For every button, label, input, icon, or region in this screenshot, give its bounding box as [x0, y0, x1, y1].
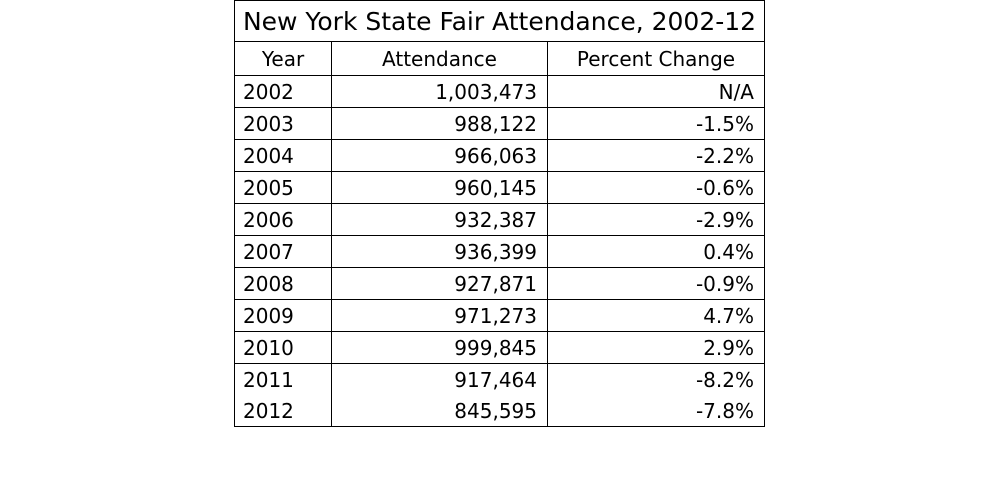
- table-title-row: New York State Fair Attendance, 2002-12: [234, 0, 765, 42]
- cell-year: 2009: [234, 299, 332, 332]
- cell-year: 2012: [234, 395, 332, 427]
- cell-year: 2003: [234, 107, 332, 140]
- cell-attendance: 917,464: [331, 363, 548, 395]
- cell-percent-change: 4.7%: [547, 299, 765, 332]
- table-body: 2002 1,003,473 N/A 2003 988,122 -1.5% 2004 966,…: [234, 75, 765, 427]
- table-row: 2008 927,871 -0.9%: [234, 267, 765, 300]
- cell-percent-change: -8.2%: [547, 363, 765, 395]
- column-header-attendance: Attendance: [331, 41, 548, 76]
- cell-attendance: 932,387: [331, 203, 548, 236]
- cell-year: 2007: [234, 235, 332, 268]
- cell-year: 2010: [234, 331, 332, 364]
- cell-attendance: 936,399: [331, 235, 548, 268]
- table-row: 2010 999,845 2.9%: [234, 331, 765, 364]
- cell-percent-change: 0.4%: [547, 235, 765, 268]
- cell-year: 2006: [234, 203, 332, 236]
- attendance-table: New York State Fair Attendance, 2002-12 …: [234, 0, 765, 427]
- table-row: 2003 988,122 -1.5%: [234, 107, 765, 140]
- cell-year: 2011: [234, 363, 332, 395]
- table-row: 2005 960,145 -0.6%: [234, 171, 765, 204]
- cell-attendance: 971,273: [331, 299, 548, 332]
- cell-percent-change: -0.9%: [547, 267, 765, 300]
- cell-attendance: 966,063: [331, 139, 548, 172]
- table-header-row: Year Attendance Percent Change: [234, 41, 765, 76]
- cell-percent-change: 2.9%: [547, 331, 765, 364]
- cell-percent-change: -0.6%: [547, 171, 765, 204]
- cell-attendance: 927,871: [331, 267, 548, 300]
- cell-attendance: 999,845: [331, 331, 548, 364]
- column-header-year: Year: [234, 41, 332, 76]
- table-row: 2009 971,273 4.7%: [234, 299, 765, 332]
- table-row: 2006 932,387 -2.9%: [234, 203, 765, 236]
- cell-year: 2008: [234, 267, 332, 300]
- cell-percent-change: -2.2%: [547, 139, 765, 172]
- cell-year: 2005: [234, 171, 332, 204]
- cell-year: 2002: [234, 75, 332, 108]
- cell-attendance: 960,145: [331, 171, 548, 204]
- attendance-table-container: New York State Fair Attendance, 2002-12 …: [234, 0, 765, 427]
- table-title: New York State Fair Attendance, 2002-12: [234, 0, 765, 42]
- table-row: 2007 936,399 0.4%: [234, 235, 765, 268]
- cell-year: 2004: [234, 139, 332, 172]
- cell-attendance: 988,122: [331, 107, 548, 140]
- cell-attendance: 1,003,473: [331, 75, 548, 108]
- cell-percent-change: -1.5%: [547, 107, 765, 140]
- table-row: 2004 966,063 -2.2%: [234, 139, 765, 172]
- cell-percent-change: -2.9%: [547, 203, 765, 236]
- table-row: 2012 845,595 -7.8%: [234, 395, 765, 427]
- cell-attendance: 845,595: [331, 395, 548, 427]
- cell-percent-change: N/A: [547, 75, 765, 108]
- table-row: 2002 1,003,473 N/A: [234, 75, 765, 108]
- table-row: 2011 917,464 -8.2%: [234, 363, 765, 395]
- column-header-percent-change: Percent Change: [547, 41, 765, 76]
- cell-percent-change: -7.8%: [547, 395, 765, 427]
